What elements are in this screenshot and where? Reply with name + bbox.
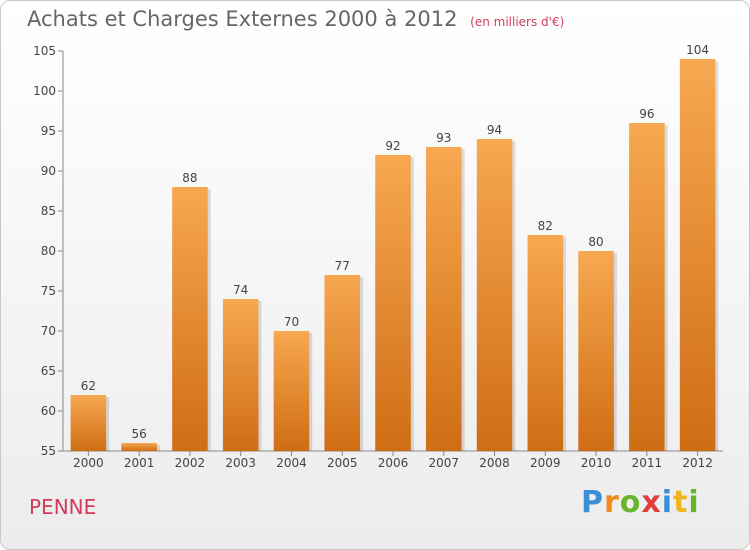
y-tick-label: 80 xyxy=(41,244,56,258)
bar-2007 xyxy=(426,147,462,451)
bar-value-label: 70 xyxy=(284,315,299,329)
chart-subtitle: (en milliers d'€) xyxy=(470,15,565,29)
bar-value-label: 56 xyxy=(132,427,147,441)
x-tick-label: 2000 xyxy=(73,456,104,470)
proxiti-logo: Proxiti xyxy=(581,485,700,520)
bar-2004 xyxy=(273,331,310,451)
city-name: PENNE xyxy=(29,495,97,519)
x-tick-label: 2010 xyxy=(581,456,612,470)
bar-2009 xyxy=(527,235,564,451)
chart-title: Achats et Charges Externes 2000 à 2012 (… xyxy=(27,7,564,31)
bar-value-label: 94 xyxy=(487,123,502,137)
x-tick-label: 2003 xyxy=(225,456,256,470)
bar-2003 xyxy=(222,299,259,451)
bar-value-label: 62 xyxy=(81,379,96,393)
x-tick-label: 2006 xyxy=(378,456,409,470)
y-tick-label: 90 xyxy=(41,164,56,178)
y-tick-label: 70 xyxy=(41,324,56,338)
bar-value-label: 92 xyxy=(385,139,400,153)
bar-2006 xyxy=(375,155,411,451)
logo-letter: o xyxy=(619,485,642,520)
bar-value-label: 82 xyxy=(538,219,553,233)
bar-2011 xyxy=(629,123,665,451)
x-tick-label: 2012 xyxy=(682,456,713,470)
y-tick-label: 100 xyxy=(33,84,56,98)
bar-2000 xyxy=(70,395,107,451)
bar-2008 xyxy=(476,139,513,451)
chart-title-text: Achats et Charges Externes 2000 à 2012 xyxy=(27,7,458,31)
axes: 55 60 65 70 75 80 85 90 95 100 105 2000 2001 2002 2003… xyxy=(33,44,723,470)
y-tick-label: 95 xyxy=(41,124,56,138)
bar-value-label: 80 xyxy=(588,235,603,249)
y-tick-label: 75 xyxy=(41,284,56,298)
x-tick-label: 2011 xyxy=(632,456,663,470)
bar-2012 xyxy=(679,59,716,451)
logo-letter: t xyxy=(673,485,689,520)
logo-letter: P xyxy=(581,485,604,520)
y-tick-label: 105 xyxy=(33,44,56,58)
bar-value-label: 88 xyxy=(182,171,197,185)
bar-value-label: 77 xyxy=(335,259,350,273)
bar-2002 xyxy=(172,187,208,451)
y-tick-label: 60 xyxy=(41,404,56,418)
logo-letter: i xyxy=(661,485,674,520)
bar-2005 xyxy=(324,275,360,451)
x-tick-label: 2007 xyxy=(428,456,459,470)
y-tick-label: 65 xyxy=(41,364,56,378)
logo-letter: x xyxy=(641,485,662,520)
x-tick-label: 2001 xyxy=(124,456,155,470)
logo-letter: i xyxy=(688,485,700,520)
bar-2001 xyxy=(121,443,157,451)
bar-value-label: 104 xyxy=(686,43,709,57)
x-tick-label: 2008 xyxy=(479,456,510,470)
x-tick-label: 2004 xyxy=(276,456,307,470)
bars: 62 56 88 74 70 77 92 93 94 82 80 96 104 xyxy=(70,43,719,451)
y-tick-label: 55 xyxy=(41,444,56,458)
bar-2010 xyxy=(578,251,614,451)
x-tick-label: 2009 xyxy=(530,456,561,470)
x-tick-label: 2005 xyxy=(327,456,358,470)
bar-value-label: 93 xyxy=(436,131,451,145)
bar-value-label: 74 xyxy=(233,283,248,297)
x-tick-label: 2002 xyxy=(175,456,206,470)
bar-value-label: 96 xyxy=(639,107,654,121)
y-tick-label: 85 xyxy=(41,204,56,218)
logo-letter: r xyxy=(604,485,620,520)
